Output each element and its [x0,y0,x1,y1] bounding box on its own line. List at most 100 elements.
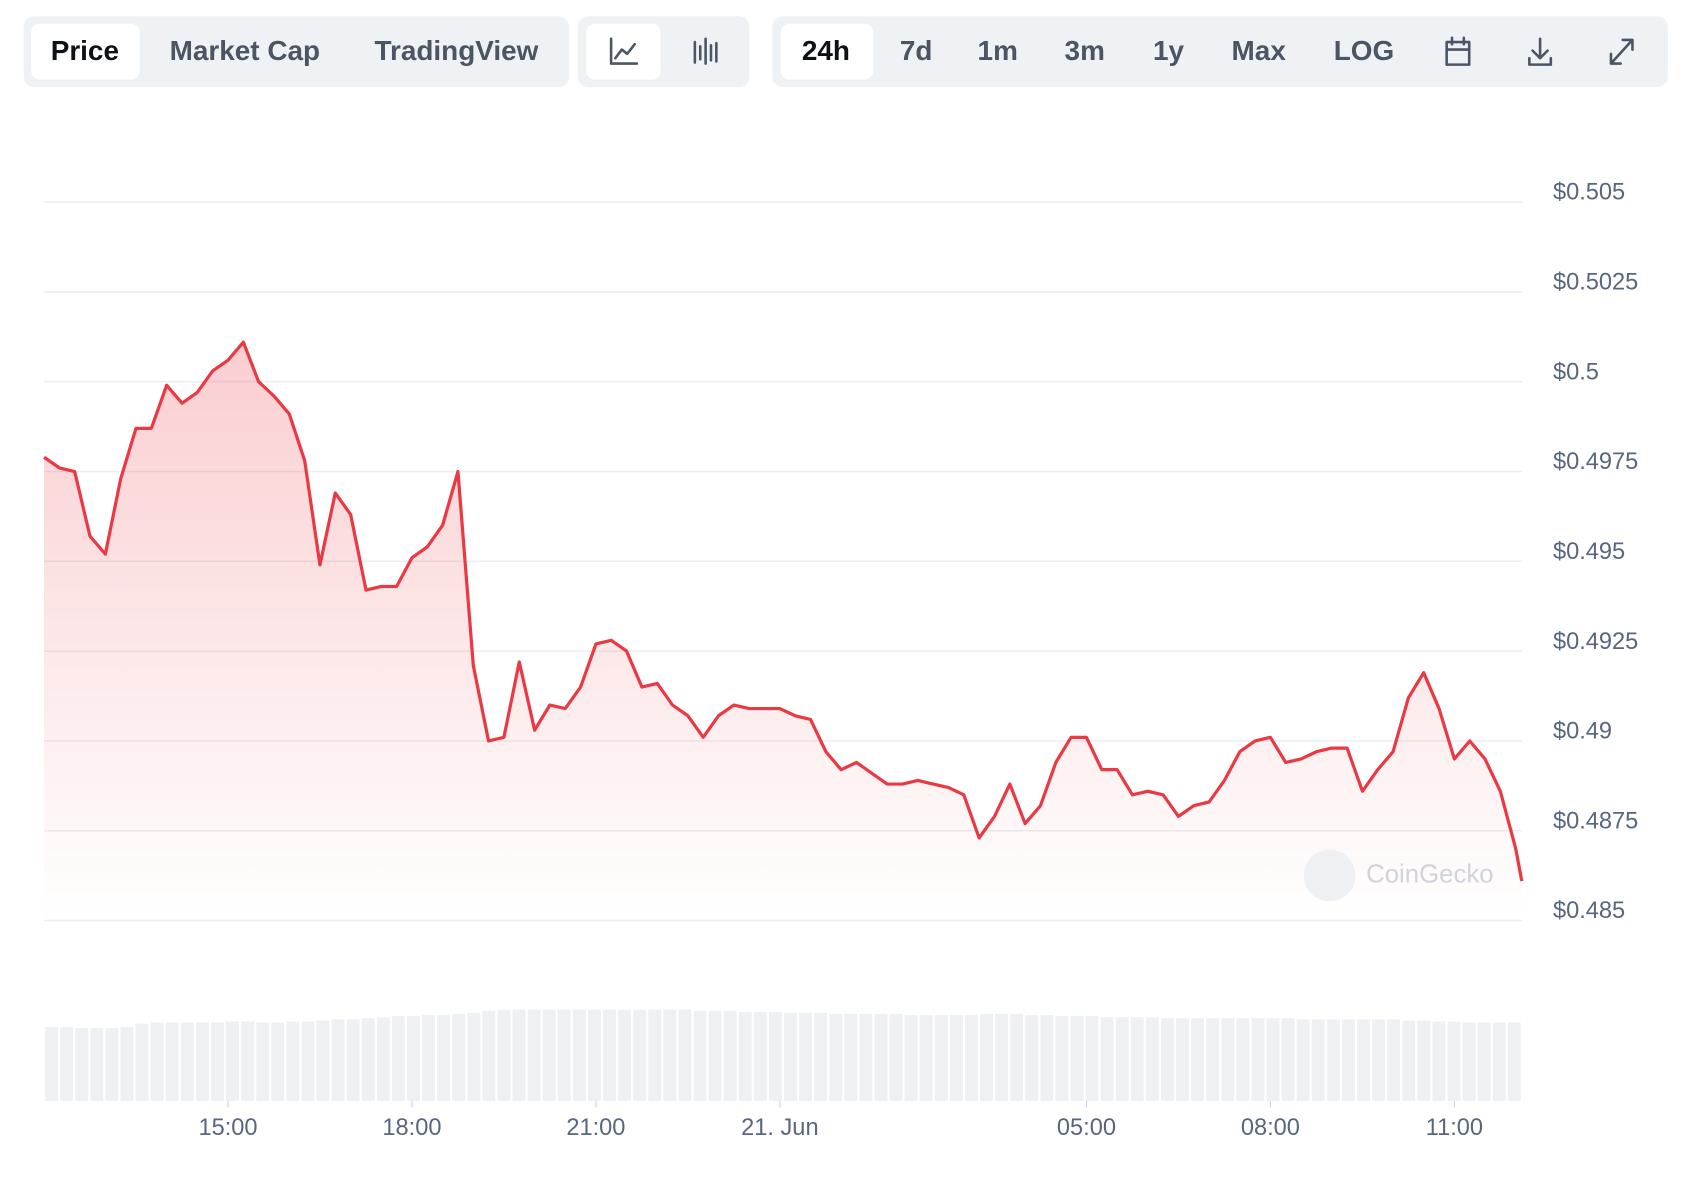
area-fill [44,342,1522,921]
volume-bar [1326,1019,1340,1101]
x-tick-label: 21. Jun [741,1115,818,1141]
volume-bar [587,1009,601,1101]
volume-bar [361,1018,375,1101]
calendar-icon[interactable] [1445,36,1471,66]
volume-bar [844,1014,858,1101]
volume-bar [165,1022,179,1101]
volume-bar [949,1015,963,1101]
volume-bar [1085,1016,1099,1101]
download-icon[interactable] [1528,37,1553,66]
volume-bar [1025,1015,1039,1101]
range-button[interactable]: 1y [1153,35,1185,66]
candle-icon[interactable] [693,37,718,65]
volume-bar [1145,1017,1159,1101]
volume-bar [542,1009,556,1101]
range-button[interactable]: Max [1232,35,1287,66]
volume-bar [980,1014,993,1101]
volume-bar [150,1022,164,1101]
volume-bar [1477,1022,1491,1101]
y-tick-label: $0.5 [1553,359,1599,385]
x-tick-label: 11:00 [1426,1115,1483,1141]
active-range-bg [780,23,874,80]
volume-bar [934,1015,948,1101]
volume-bar [814,1012,828,1101]
volume-bar [45,1026,59,1101]
volume-bar [678,1009,692,1101]
tab[interactable]: Price [51,35,119,66]
volume-bar [316,1020,330,1101]
volume-bar [1357,1019,1370,1101]
volume-bar [557,1009,571,1101]
volume-bar [241,1021,255,1101]
volume-bar [1100,1017,1114,1101]
range-button[interactable]: 3m [1065,35,1105,66]
volume-bar [512,1009,526,1101]
volume-bar [1055,1016,1069,1101]
y-tick-label: $0.505 [1553,180,1625,206]
volume-bar [391,1016,405,1101]
volume-bar [1251,1018,1265,1101]
y-tick-label: $0.495 [1553,539,1625,565]
range-button[interactable]: 1m [978,35,1018,66]
volume-bar [301,1021,315,1101]
volume-bar [1130,1017,1144,1101]
volume-bar [437,1015,451,1101]
volume-bar [1176,1018,1190,1101]
volume-bar [226,1021,239,1101]
volume-bar [964,1015,978,1101]
volume-bar [527,1009,541,1101]
x-tick-label: 21:00 [566,1115,625,1141]
volume-bar [1507,1022,1521,1101]
volume-bar [256,1022,270,1101]
volume-bar [90,1027,104,1101]
volume-bar [738,1011,752,1101]
volume-bar [1206,1018,1220,1101]
volume-bar [1492,1022,1506,1101]
range-button[interactable]: 24h [802,35,850,66]
tab[interactable]: TradingView [375,35,539,66]
volume-bar [919,1015,933,1101]
volume-bar [1341,1019,1355,1101]
tab[interactable]: Market Cap [170,35,320,66]
volume-bar [376,1017,390,1101]
volume-bar [105,1027,119,1101]
volume-bar [1236,1018,1250,1101]
volume-bar [829,1014,843,1101]
x-tick-label: 18:00 [382,1115,441,1141]
expand-icon[interactable] [1609,38,1634,65]
volume-bar [1160,1018,1174,1101]
volume-bar [180,1022,194,1101]
price-line [43,340,1524,882]
volume-bar [1115,1017,1129,1101]
volume-bar [1402,1020,1416,1101]
volume-bar [497,1009,511,1101]
volume-bar [1387,1019,1401,1101]
volume-bar [407,1016,420,1101]
volume-bar [618,1009,632,1101]
volume-bar [452,1014,466,1101]
volume-bar [633,1009,647,1101]
volume-bar [648,1009,662,1101]
range-button[interactable]: LOG [1334,35,1394,66]
volume-bar [904,1015,918,1101]
volume-bar [75,1027,89,1101]
volume-bar [422,1015,436,1101]
volume-bar [1191,1018,1205,1101]
volume-bar [768,1011,782,1101]
volume-bar [331,1019,345,1101]
x-tick-label: 15:00 [198,1115,257,1141]
volume-bar [859,1014,873,1101]
volume-bar [1372,1019,1386,1101]
volume-bar [753,1011,767,1101]
volume-bar [603,1009,616,1101]
volume-bar [467,1012,481,1101]
watermark: CoinGecko [1366,860,1493,888]
x-tick-label: 08:00 [1241,1115,1300,1141]
volume-bar [723,1010,737,1101]
volume-bar [1462,1022,1476,1101]
volume-bar [210,1022,224,1101]
volume-bar [572,1009,586,1101]
range-button[interactable]: 7d [900,35,933,66]
volume-bar [1281,1018,1295,1101]
